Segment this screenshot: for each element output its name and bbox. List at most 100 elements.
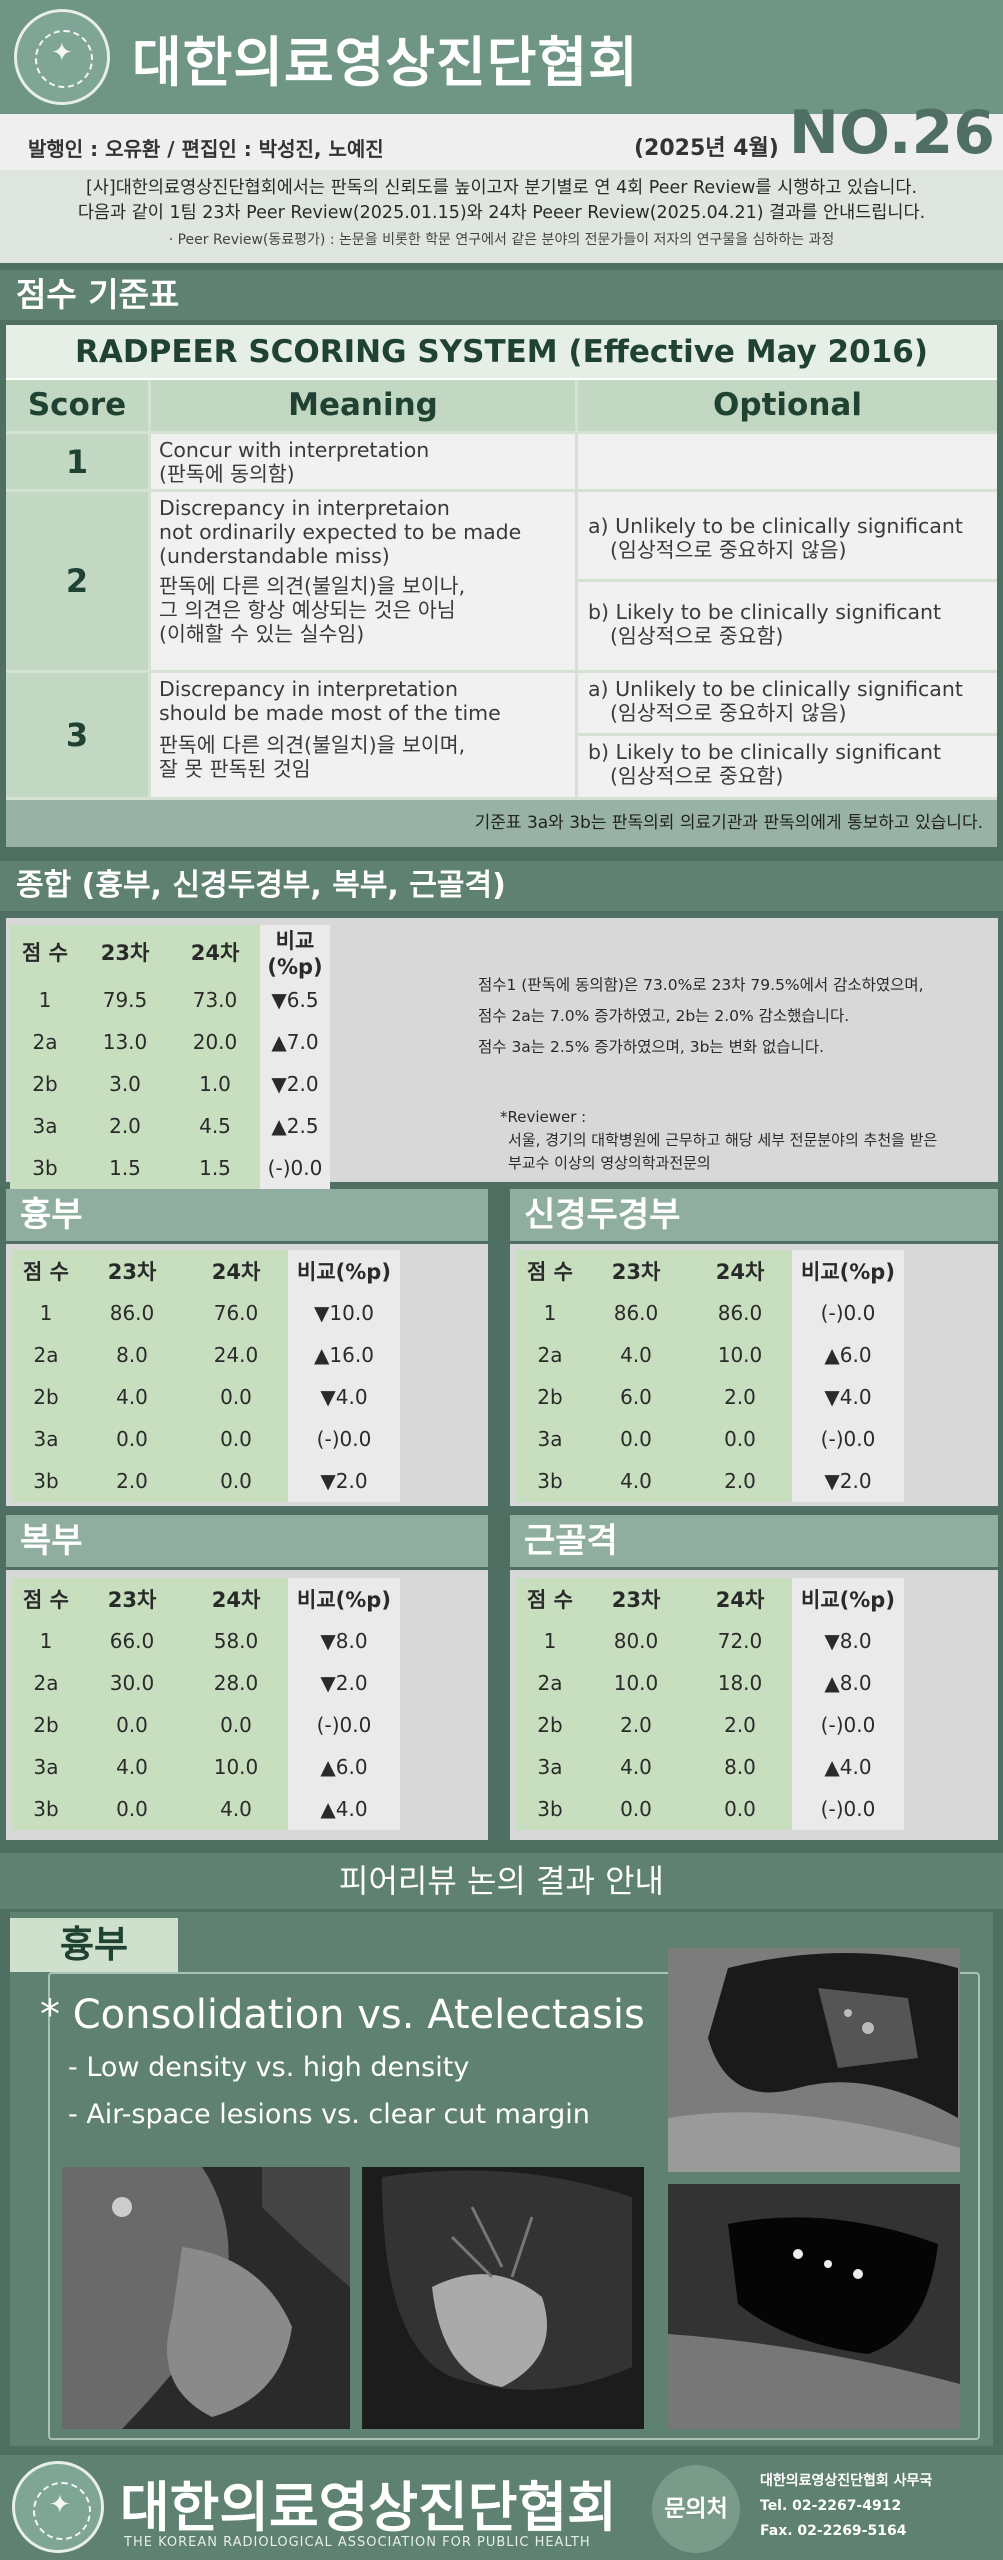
- table-header-row: 점 수 23차 24차 비교(%p): [516, 1250, 904, 1292]
- radpeer-header-meaning: Meaning: [151, 380, 575, 431]
- overall-table: 점 수 23차 24차 비교(%p) 1 79.5 73.0 ▼6.5 2a 13.0 20.0 ▲7…: [10, 925, 330, 1189]
- score-cell: 3a: [12, 1418, 80, 1460]
- diff-cell: ▼4.0: [792, 1376, 904, 1418]
- column-header: 24차: [184, 1250, 288, 1292]
- meaning-line: Concur with interpretation: [159, 438, 430, 462]
- column-header: 비교(%p): [288, 1250, 400, 1292]
- case-bullet: - Low density vs. high density: [68, 2052, 470, 2083]
- radpeer-title: RADPEER SCORING SYSTEM (Effective May 20…: [6, 325, 997, 380]
- meaning-line: (understandable miss): [159, 544, 390, 568]
- score-cell: 1: [516, 1292, 584, 1334]
- optional-line: a) Unlikely to be clinically significant: [588, 514, 963, 538]
- score-cell: 2b: [516, 1704, 584, 1746]
- summary-line: 점수1 (판독에 동의함)은 73.0%로 23차 79.5%에서 감소하였으며…: [478, 976, 924, 994]
- diff-cell: ▲6.0: [792, 1334, 904, 1376]
- issuer-line: 발행인 : 오유환 / 편집인 : 박성진, 노예진: [28, 137, 384, 161]
- diff-cell: ▲2.5: [260, 1105, 330, 1147]
- meaning-line: (이해할 수 있는 실수임): [159, 622, 365, 646]
- score-cell: 3a: [516, 1746, 584, 1788]
- column-header: 23차: [584, 1578, 688, 1620]
- diff-cell: ▼8.0: [792, 1620, 904, 1662]
- header-banner: 대한의료영상진단협회: [0, 0, 1003, 114]
- score-cell: 2a: [516, 1334, 584, 1376]
- overall-summary: 점수1 (판독에 동의함)은 73.0%로 23차 79.5%에서 감소하였으며…: [478, 970, 998, 1063]
- diff-cell: (-)0.0: [792, 1292, 904, 1334]
- radpeer-score: 3: [6, 673, 148, 797]
- radpeer-optional: b) Likely to be clinically significant (…: [578, 736, 997, 797]
- footer-org: 대한의료영상진단협회: [120, 2476, 617, 2539]
- diff-cell: ▲8.0: [792, 1662, 904, 1704]
- column-header: 점 수: [516, 1250, 584, 1292]
- round24-cell: 0.0: [184, 1376, 288, 1418]
- round23-cell: 66.0: [80, 1620, 184, 1662]
- column-header: 점 수: [12, 1578, 80, 1620]
- round23-cell: 8.0: [80, 1334, 184, 1376]
- reviewer-line: 부교수 이상의 영상의학과전문의: [508, 1154, 711, 1172]
- diff-cell: ▲4.0: [288, 1788, 400, 1830]
- round24-cell: 1.0: [170, 1063, 260, 1105]
- round23-cell: 2.0: [80, 1460, 184, 1502]
- round24-cell: 10.0: [184, 1746, 288, 1788]
- score-cell: 2b: [12, 1376, 80, 1418]
- case-frame: [48, 1972, 980, 2440]
- ct-scan-icon: [362, 2167, 644, 2429]
- round23-cell: 0.0: [584, 1788, 688, 1830]
- column-header: 23차: [80, 1250, 184, 1292]
- score-cell: 1: [12, 1292, 80, 1334]
- round23-cell: 4.0: [80, 1376, 184, 1418]
- score-cell: 2b: [516, 1376, 584, 1418]
- round24-cell: 4.0: [184, 1788, 288, 1830]
- ct-image-lung-2: [362, 2167, 644, 2429]
- diff-cell: (-)0.0: [792, 1788, 904, 1830]
- case-heading: * Consolidation vs. Atelectasis: [40, 1992, 645, 2038]
- msk-section-title: 근골격: [510, 1515, 998, 1567]
- score-cell: 3b: [516, 1788, 584, 1830]
- meaning-line: (판독에 동의함): [159, 462, 295, 486]
- column-header: 비교(%p): [792, 1250, 904, 1292]
- footer-english-name: THE KOREAN RADIOLOGICAL ASSOCIATION FOR …: [124, 2535, 591, 2550]
- optional-line: b) Likely to be clinically significant: [588, 600, 942, 624]
- abdomen-section-title: 복부: [6, 1515, 488, 1567]
- chest-table: 점 수 23차 24차 비교(%p) 1 86.0 76.0 ▼10.0 2a 8.0 24.0 ▲1…: [12, 1250, 400, 1502]
- diff-cell: ▲7.0: [260, 1021, 330, 1063]
- round24-cell: 8.0: [688, 1746, 792, 1788]
- table-header-row: 점 수 23차 24차 비교(%p): [12, 1578, 400, 1620]
- round24-cell: 2.0: [688, 1704, 792, 1746]
- radpeer-optional-empty: [578, 434, 997, 489]
- ct-scan-icon: [62, 2167, 350, 2429]
- round23-cell: 6.0: [584, 1376, 688, 1418]
- table-row: 3a 0.0 0.0 (-)0.0: [516, 1418, 904, 1460]
- radpeer-header-score: Score: [6, 380, 148, 431]
- round23-cell: 4.0: [80, 1746, 184, 1788]
- round24-cell: 0.0: [184, 1460, 288, 1502]
- radpeer-meaning: Discrepancy in interpretation should be …: [151, 673, 575, 797]
- phone-number[interactable]: Tel. 02-2267-4912: [760, 2498, 902, 2514]
- score-cell: 2b: [10, 1063, 80, 1105]
- diff-cell: (-)0.0: [260, 1147, 330, 1189]
- diff-cell: ▼2.0: [792, 1460, 904, 1502]
- column-header: 점 수: [12, 1250, 80, 1292]
- score-cell: 1: [516, 1620, 584, 1662]
- round23-cell: 2.0: [80, 1105, 170, 1147]
- radpeer-meaning: Concur with interpretation (판독에 동의함): [151, 434, 575, 489]
- issue-date: (2025년 4월): [634, 136, 779, 161]
- meaning-line: 판독에 다른 의견(불일치)을 보이나,: [159, 574, 466, 598]
- diff-cell: ▼2.0: [260, 1063, 330, 1105]
- round24-cell: 10.0: [688, 1334, 792, 1376]
- table-row: 1 66.0 58.0 ▼8.0: [12, 1620, 400, 1662]
- round23-cell: 0.0: [584, 1418, 688, 1460]
- round24-cell: 58.0: [184, 1620, 288, 1662]
- score-cell: 2a: [12, 1334, 80, 1376]
- diff-cell: ▲4.0: [792, 1746, 904, 1788]
- issue-number: NO.26: [788, 98, 995, 168]
- table-row: 1 79.5 73.0 ▼6.5: [10, 979, 330, 1021]
- round23-cell: 1.5: [80, 1147, 170, 1189]
- round24-cell: 73.0: [170, 979, 260, 1021]
- org-title: 대한의료영상진단협회: [132, 30, 639, 94]
- msk-table: 점 수 23차 24차 비교(%p) 1 80.0 72.0 ▼8.0 2a 10.0 18.0 ▲8…: [516, 1578, 904, 1830]
- diff-cell: ▲16.0: [288, 1334, 400, 1376]
- table-row: 3b 1.5 1.5 (-)0.0: [10, 1147, 330, 1189]
- radpeer-optional: b) Likely to be clinically significant (…: [578, 582, 997, 670]
- discussion-title: 피어리뷰 논의 결과 안내: [0, 1853, 1003, 1909]
